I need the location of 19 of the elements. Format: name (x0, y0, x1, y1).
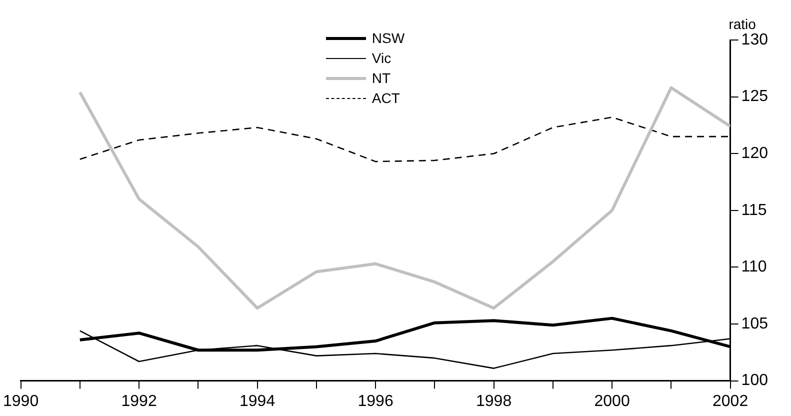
legend-label: ACT (372, 90, 400, 106)
y-tick-label: 120 (741, 145, 768, 162)
x-tick-label: 2002 (712, 392, 748, 410)
y-tick-label: 130 (741, 31, 768, 48)
y-tick-label: 100 (741, 372, 768, 390)
legend-label: NSW (372, 30, 405, 46)
y-tick-label: 125 (741, 88, 768, 106)
y-axis-title: ratio (728, 16, 756, 32)
x-tick-label: 1992 (121, 392, 157, 410)
x-tick-label: 2000 (594, 392, 630, 410)
x-tick-label: 1998 (476, 392, 512, 410)
y-tick-label: 105 (741, 315, 768, 332)
x-tick-label: 1996 (358, 392, 394, 410)
x-tick-label: 1994 (240, 392, 276, 410)
legend-label: NT (372, 70, 391, 86)
y-tick-label: 110 (741, 258, 767, 276)
legend-label: Vic (372, 50, 392, 66)
x-tick-label: 1990 (3, 392, 39, 410)
y-tick-label: 115 (741, 202, 767, 219)
